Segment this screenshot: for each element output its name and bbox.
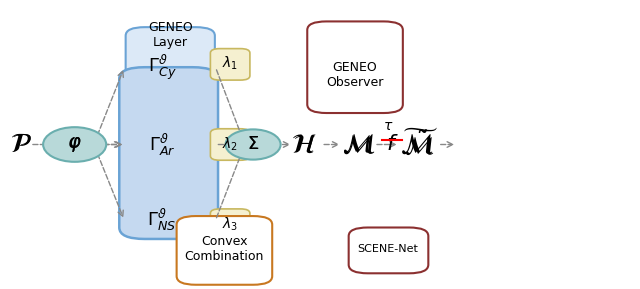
Text: $\Gamma^{\vartheta}_{Ar}$: $\Gamma^{\vartheta}_{Ar}$	[148, 131, 175, 158]
Ellipse shape	[43, 127, 106, 162]
FancyBboxPatch shape	[349, 227, 428, 273]
Text: $\mathcal{M}$: $\mathcal{M}$	[342, 132, 372, 157]
Text: $\Gamma^{\vartheta}_{NS}$: $\Gamma^{\vartheta}_{NS}$	[147, 207, 177, 234]
FancyBboxPatch shape	[119, 67, 218, 239]
Text: $\tilde{\mathcal{M}}$: $\tilde{\mathcal{M}}$	[404, 130, 434, 159]
FancyBboxPatch shape	[125, 27, 215, 113]
FancyBboxPatch shape	[211, 49, 250, 80]
Text: $\mathcal{M}$: $\mathcal{M}$	[342, 131, 375, 158]
Text: $\lambda_3$: $\lambda_3$	[222, 215, 238, 233]
Text: $\Gamma^{\vartheta}_{Cy}$: $\Gamma^{\vartheta}_{Cy}$	[148, 53, 176, 82]
FancyBboxPatch shape	[307, 21, 403, 113]
FancyBboxPatch shape	[177, 216, 272, 285]
Text: $\mathcal{P}$: $\mathcal{P}$	[12, 132, 31, 157]
Text: $\varphi$: $\varphi$	[68, 136, 81, 153]
Text: $\lambda_2$: $\lambda_2$	[222, 135, 238, 153]
FancyBboxPatch shape	[211, 129, 250, 160]
Ellipse shape	[225, 129, 280, 160]
Text: $\lambda_1$: $\lambda_1$	[222, 55, 238, 73]
Text: $f$: $f$	[387, 134, 399, 155]
Text: $\widetilde{\mathcal{M}}$: $\widetilde{\mathcal{M}}$	[399, 129, 438, 160]
Text: $\varphi$: $\varphi$	[67, 135, 82, 154]
Text: $\mathcal{P}$: $\mathcal{P}$	[10, 131, 31, 158]
Text: $\Sigma$: $\Sigma$	[248, 136, 259, 153]
Text: GENEO
Observer: GENEO Observer	[326, 62, 384, 90]
FancyBboxPatch shape	[211, 209, 250, 240]
Text: GENEO
Layer: GENEO Layer	[148, 21, 193, 49]
Text: Convex
Combination: Convex Combination	[185, 235, 264, 263]
Text: $\Sigma$: $\Sigma$	[247, 136, 259, 153]
Text: SCENE-Net: SCENE-Net	[358, 244, 419, 254]
Text: $\mathcal{H}$: $\mathcal{H}$	[291, 131, 316, 158]
Text: $\tau$: $\tau$	[383, 119, 394, 133]
Text: $\mathcal{H}$: $\mathcal{H}$	[292, 132, 316, 157]
